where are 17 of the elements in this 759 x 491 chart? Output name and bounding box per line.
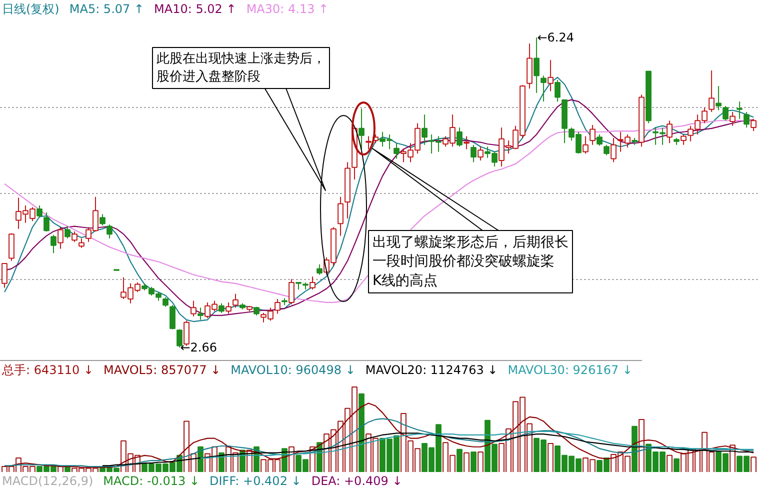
text: MACD(12,26,9) <box>2 474 94 488</box>
text: MA10: 5.02 ↑ <box>154 2 236 16</box>
text: 总手: 643110 ↓ <box>2 363 94 377</box>
text: MACD: -0.013 ↓ <box>103 474 200 488</box>
text: MA5: 5.07 ↑ <box>69 2 144 16</box>
text: DEA: +0.409 ↓ <box>311 474 402 488</box>
text: DIFF: +0.402 ↓ <box>210 474 302 488</box>
annotation: 此股在出现快速上涨走势后，股价进入盘整阶段 <box>156 52 326 84</box>
annotation: 出现了螺旋桨形态后，后期很长一段时间股价都没突破螺旋桨K线的高点 <box>372 234 568 289</box>
text: MAVOL20: 1124763 ↓ <box>365 363 498 377</box>
annotation: ←6.24 <box>537 30 574 44</box>
chart-title: 日线(复权) <box>2 2 60 16</box>
text: MAVOL5: 857077 ↓ <box>104 363 221 377</box>
text: MA30: 4.13 ↑ <box>246 2 329 16</box>
text: MAVOL10: 960498 ↓ <box>230 363 356 377</box>
annotation: ←2.66 <box>180 340 217 354</box>
text: MAVOL30: 926167 ↓ <box>508 363 632 377</box>
